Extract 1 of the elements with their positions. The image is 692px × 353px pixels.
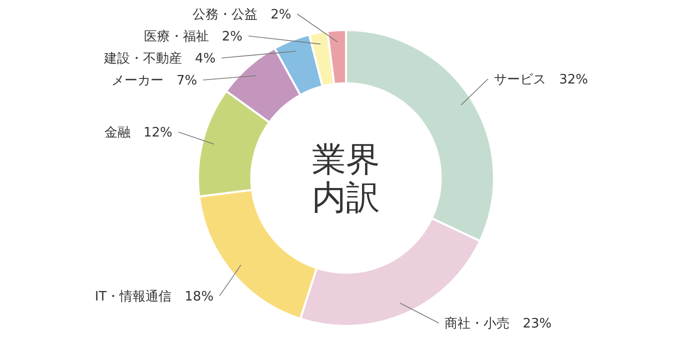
title: 業界内訳	[312, 140, 380, 218]
